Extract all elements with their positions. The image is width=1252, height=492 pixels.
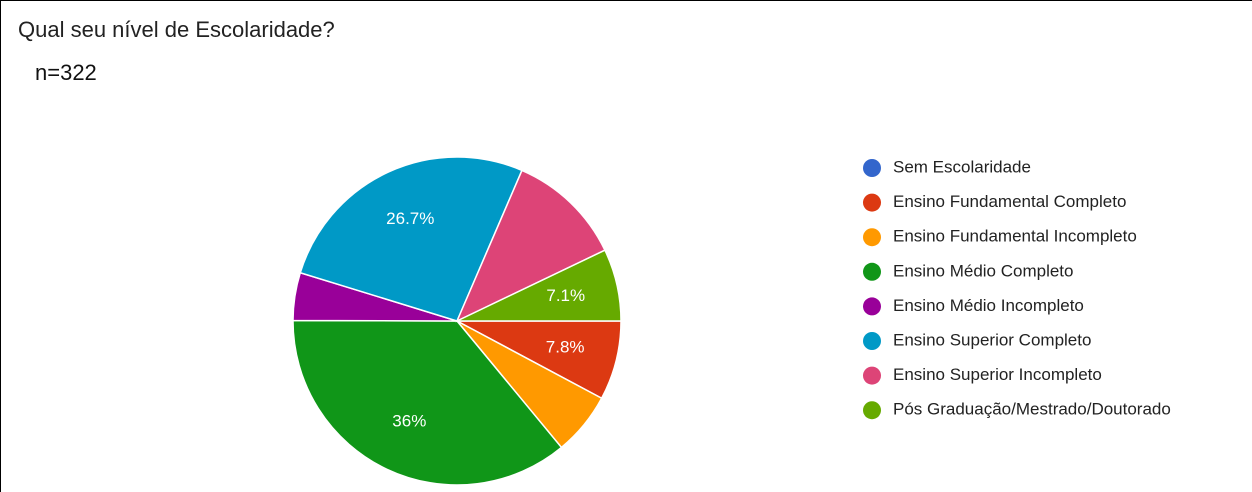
slice-label: 7.8% xyxy=(546,338,585,357)
legend-label: Ensino Médio Incompleto xyxy=(893,296,1084,315)
legend-swatch xyxy=(863,193,881,212)
legend-swatch xyxy=(863,297,881,316)
chart-subtitle: n=322 xyxy=(35,60,97,85)
legend-swatch xyxy=(863,262,881,281)
legend-swatch xyxy=(863,332,881,350)
legend-swatch xyxy=(863,401,881,420)
pie-slice xyxy=(292,319,563,486)
pie-slice xyxy=(299,156,523,322)
legend-label: Ensino Fundamental Completo xyxy=(893,192,1126,211)
legend-swatch xyxy=(863,366,881,385)
legend-label: Sem Escolaridade xyxy=(893,157,1031,176)
legend-label: Ensino Fundamental Incompleto xyxy=(893,227,1137,246)
slice-label: 26.7% xyxy=(386,209,434,228)
pie-slice xyxy=(455,169,606,323)
legend-label: Pós Graduação/Mestrado/Doutorado xyxy=(893,400,1171,419)
legend-label: Ensino Superior Completo xyxy=(893,330,1091,349)
chart-title: Qual seu nível de Escolaridade? xyxy=(18,17,335,42)
slice-label: 36% xyxy=(392,411,426,430)
legend-swatch xyxy=(863,228,881,247)
pie-slice xyxy=(456,249,622,322)
legend-swatch xyxy=(863,159,881,177)
legend-label: Ensino Médio Completo xyxy=(893,261,1073,280)
slice-label: 7.1% xyxy=(546,286,585,305)
legend-label: Ensino Superior Incompleto xyxy=(893,365,1102,384)
